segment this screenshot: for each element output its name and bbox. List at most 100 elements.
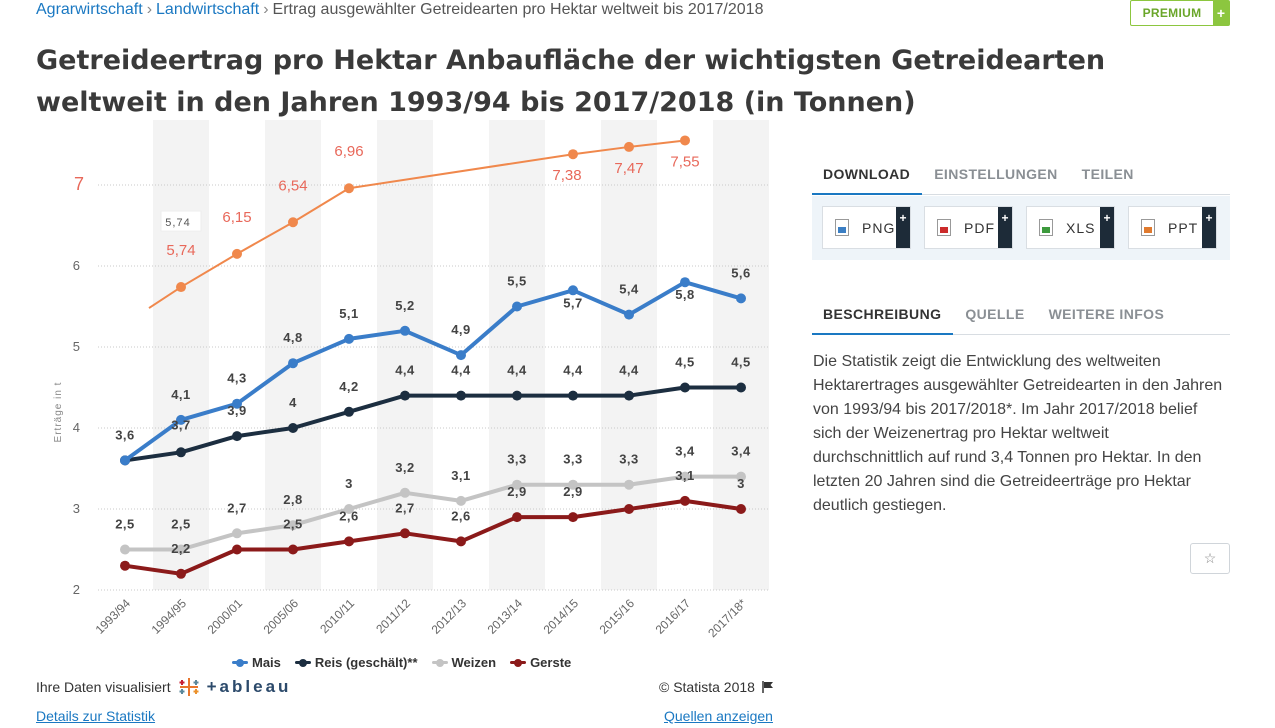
legend-label: Gerste [530,655,572,670]
flag-icon[interactable] [761,681,775,693]
column-band [153,120,209,590]
data-label: 5,7 [563,295,583,310]
png-download-button[interactable]: PNG + [822,206,911,249]
data-label: 2,8 [283,492,303,507]
tab-description[interactable]: BESCHREIBUNG [812,302,954,335]
legend-swatch [294,658,311,667]
overlay-data-label: 6,54 [278,177,307,194]
legend-item[interactable]: Reis (geschält)** [294,655,418,670]
legend-item[interactable]: Mais [232,655,281,670]
series-line [125,474,741,552]
data-label: 2,5 [115,517,135,532]
tab-settings[interactable]: EINSTELLUNGEN [934,166,1058,182]
overlay-data-label: 7,38 [552,167,581,184]
data-point [176,544,186,555]
overlay-data-label: 7,55 [670,153,699,170]
breadcrumb-separator: › [263,1,269,18]
data-label: 2,7 [395,500,415,515]
data-point [568,285,578,296]
data-point [624,479,634,490]
favorite-button[interactable]: ☆ [1190,543,1230,574]
premium-button[interactable]: PREMIUM + [1130,0,1230,26]
tableau-logo: +ableau [206,677,292,696]
data-point [176,568,186,579]
overlay-series-line [148,139,686,309]
data-label: 3,6 [115,427,135,442]
data-point [288,358,298,369]
data-point [344,504,354,514]
ppt-label: PPT [1168,219,1199,236]
xls-download-button[interactable]: XLS + [1026,206,1115,249]
data-label: 2,7 [227,500,247,515]
y-axis-title: Erträge in t [53,382,64,443]
data-point [456,390,466,401]
data-point [232,431,242,442]
data-point [736,504,746,514]
series-line [124,498,742,576]
data-label: 2,5 [171,517,191,532]
pdf-download-button[interactable]: PDF + [924,206,1013,249]
data-label: 5,1 [339,306,359,321]
x-tick-label: 2000/01 [205,596,246,637]
data-label: 3,1 [675,468,695,483]
data-label: 2,6 [339,508,359,523]
data-label: 2,6 [451,508,471,523]
star-icon: ☆ [1203,550,1217,566]
data-label: 3 [737,476,745,491]
x-tick-label: 2014/15 [541,596,582,637]
download-panel: PNG + PDF + XLS + PPT + [812,196,1230,260]
statistic-description: Die Statistik zeigt die Entwicklung des … [813,353,1223,514]
data-point [568,479,578,490]
tableau-cross-icon [179,678,199,696]
legend-swatch [431,658,448,667]
data-label: 3 [345,476,353,491]
data-point [680,495,690,506]
column-band [601,120,657,590]
visualized-label: Ihre Daten visualisiert [36,679,171,695]
data-point [568,512,578,523]
y-tick-label: 4 [73,420,80,435]
overlay-point [680,135,690,146]
breadcrumb-link-landwirtschaft[interactable]: Landwirtschaft [156,1,260,18]
ppt-file-icon [1141,219,1155,236]
legend-item[interactable]: Gerste [510,655,571,670]
legend-item[interactable]: Weizen [431,655,496,670]
data-point [120,544,130,555]
y-tick-label: 5 [73,339,80,354]
data-point [624,309,634,320]
data-point [400,325,410,336]
data-point [680,382,690,393]
x-tick-label: 2012/13 [429,596,470,637]
data-point [176,414,186,425]
data-label: 4,4 [507,363,527,378]
data-label: 4,4 [395,363,415,378]
sources-link[interactable]: Quellen anzeigen [664,708,773,724]
tab-download[interactable]: DOWNLOAD [812,162,923,195]
data-point [288,544,298,555]
y-tick-label: 3 [73,501,80,516]
data-label: 3,3 [507,452,527,467]
data-label: 3,4 [731,444,751,459]
data-label: 4,1 [171,387,191,402]
y-tick-label: 6 [73,258,80,273]
data-label: 4,5 [675,355,695,370]
data-point [400,487,410,498]
ppt-download-button[interactable]: PPT + [1128,206,1217,249]
data-point [512,390,522,401]
tab-source[interactable]: QUELLE [965,306,1025,322]
data-label: 5,5 [507,274,527,289]
data-point [176,447,186,458]
x-tick-label: 2017/18* [705,596,749,640]
data-point [456,536,466,547]
data-label: 3,7 [171,417,191,432]
png-label: PNG [862,219,896,236]
data-label: 4,3 [227,371,247,386]
data-point [120,560,130,571]
data-point [736,382,746,393]
tab-more-info[interactable]: WEITERE INFOS [1048,306,1165,322]
details-link[interactable]: Details zur Statistik [36,708,156,724]
breadcrumb-link-agrarwirtschaft[interactable]: Agrarwirtschaft [36,1,143,18]
pdf-label: PDF [964,219,995,236]
tab-share[interactable]: TEILEN [1081,166,1134,182]
image-file-icon [835,219,849,236]
